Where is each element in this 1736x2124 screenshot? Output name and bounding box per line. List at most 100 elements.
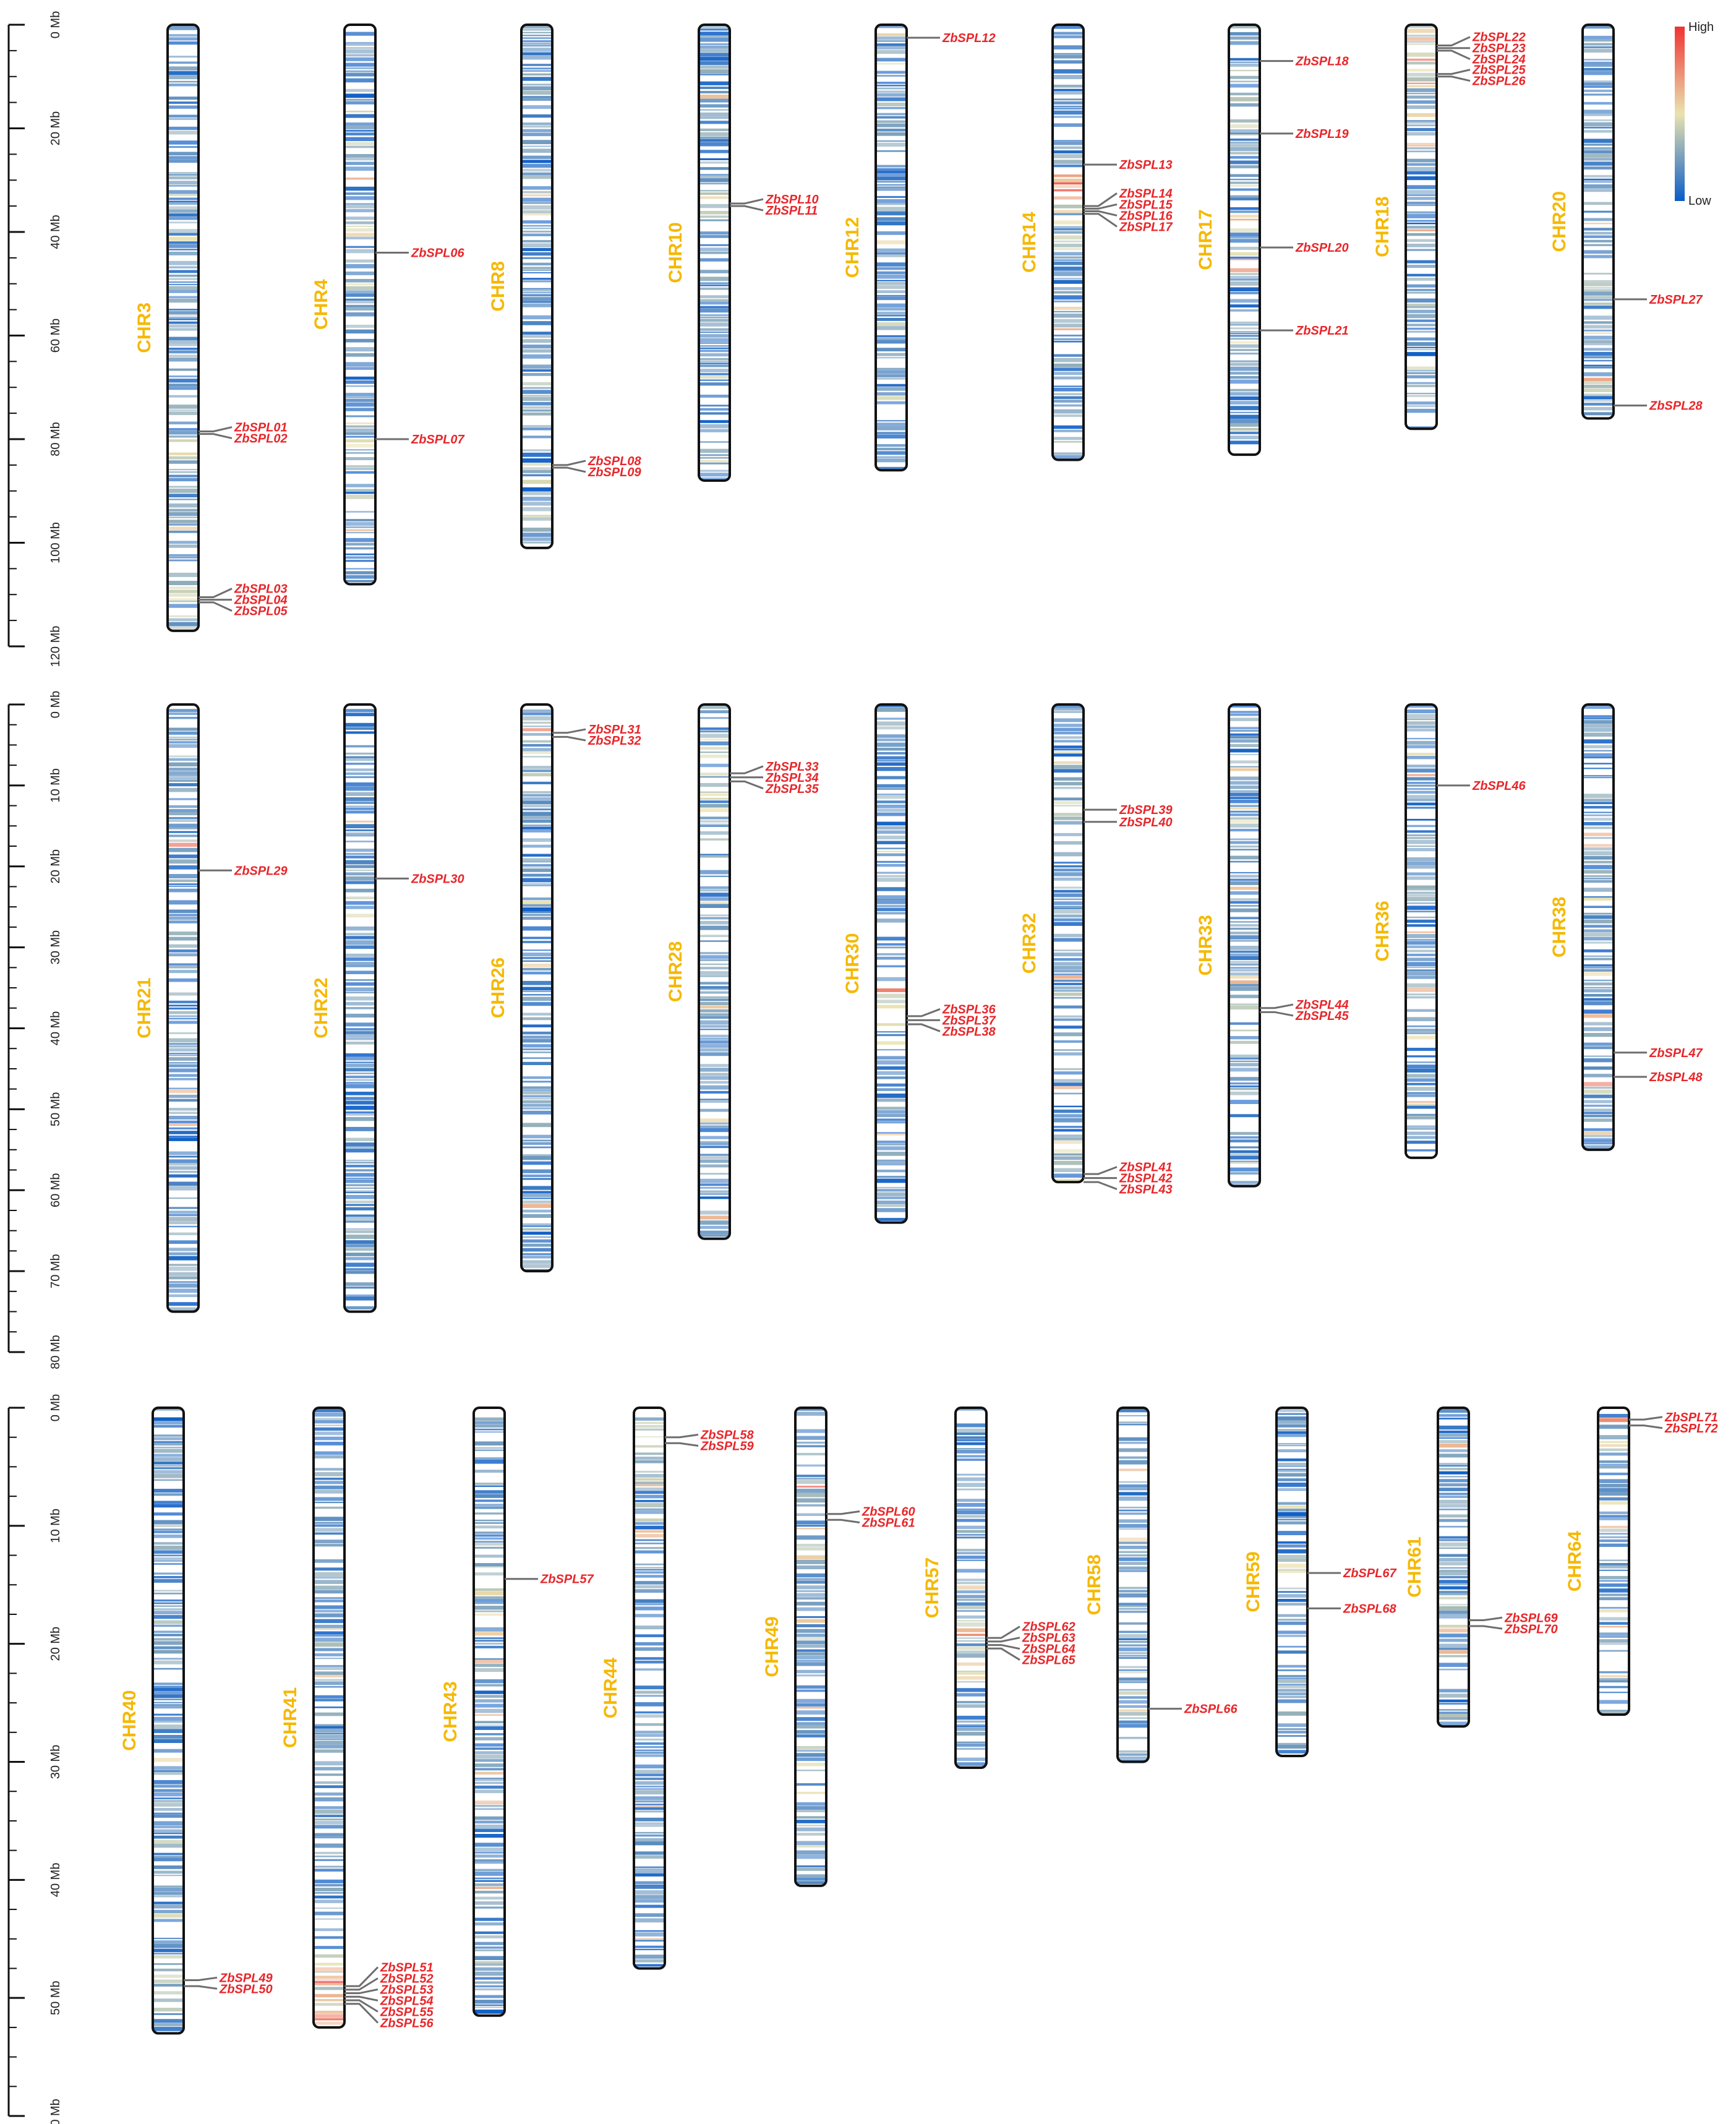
gene-density-stripes [876, 706, 907, 1223]
gene-label-zbspl71: ZbSPL71 [1664, 1411, 1718, 1424]
gene-label-zbspl33: ZbSPL33 [765, 760, 819, 774]
gene-density-stripes [344, 32, 375, 585]
chromosome-chr22: CHR22 ZbSPL30 [311, 703, 464, 1313]
chromosome-chr59: CHR59 ZbSPL67 ZbSPL68 [1243, 1407, 1396, 1757]
chromosome-label: CHR43 [440, 1681, 461, 1742]
gene-label-zbspl24: ZbSPL24 [1472, 53, 1526, 67]
chromosome-label: CHR12 [842, 217, 863, 278]
gene-label-zbspl65: ZbSPL65 [1022, 1654, 1075, 1668]
gene-density-stripes [521, 26, 552, 548]
chromosome-label: CHR33 [1195, 915, 1216, 975]
chromosome-label: CHR49 [762, 1616, 782, 1677]
chromosome-body [1118, 1408, 1148, 1762]
gene-label-zbspl20: ZbSPL20 [1295, 241, 1349, 255]
density-legend: High Low [1675, 20, 1714, 208]
chromosome-outline [343, 24, 377, 586]
gene-label-zbspl69: ZbSPL69 [1504, 1611, 1558, 1625]
gene-connector [1084, 192, 1118, 207]
gene-density-stripes [1276, 1409, 1307, 1754]
axis-tick-label: 50 Mb [49, 1981, 62, 2015]
axis-tick-label: 20 Mb [49, 111, 62, 146]
gene-connector [1260, 1003, 1294, 1009]
gene-label-zbspl02: ZbSPL02 [234, 432, 288, 446]
chromosome-outline [1581, 703, 1615, 1151]
chromosome-outline [698, 24, 731, 482]
chromosome-label: CHR14 [1019, 212, 1040, 273]
gene-label-zbspl45: ZbSPL45 [1295, 1009, 1349, 1023]
axis-tick-label: 40 Mb [49, 1863, 62, 1898]
chromosome-outline [312, 1407, 346, 2029]
gene-density-stripes [168, 709, 199, 1311]
chromosome-outline [166, 24, 200, 632]
gene-connector [1437, 69, 1471, 75]
gene-connector [344, 1977, 378, 1991]
gene-connector [1084, 203, 1118, 210]
gene-connector [199, 588, 233, 598]
gene-label-zbspl01: ZbSPL01 [234, 421, 288, 435]
chromosome-label: CHR4 [311, 279, 331, 330]
chromosome-chr20: CHR20 ZbSPL27 ZbSPL28 [1549, 24, 1703, 420]
axis-tick-label: 0 Mb [49, 1394, 62, 1421]
gene-label-zbspl58: ZbSPL58 [700, 1428, 754, 1442]
gene-connector [199, 426, 233, 432]
axis-tick-label: 0 Mb [49, 11, 62, 38]
gene-label-zbspl52: ZbSPL52 [380, 1972, 434, 1985]
gene-label-zbspl47: ZbSPL47 [1649, 1047, 1703, 1060]
chromosome-chr17: CHR17 ZbSPL18 ZbSPL19 ZbSPL20 ZbSPL21 [1195, 24, 1349, 456]
gene-label-zbspl57: ZbSPL57 [540, 1573, 594, 1587]
chromosome-label: CHR20 [1549, 191, 1570, 252]
gene-density-stripes [1229, 26, 1260, 455]
gene-label-zbspl18: ZbSPL18 [1295, 55, 1349, 69]
axis-tick-label: 100 Mb [49, 522, 62, 563]
gene-label-zbspl25: ZbSPL25 [1472, 64, 1526, 77]
chromosome-label: CHR32 [1019, 913, 1040, 974]
axis-tick-label: 0 Mb [49, 691, 62, 718]
gene-connector [344, 1988, 378, 1995]
chromosome-label: CHR59 [1243, 1551, 1264, 1612]
chromosome-outline [1228, 24, 1261, 456]
gene-label-zbspl37: ZbSPL37 [942, 1014, 996, 1027]
gene-label-zbspl13: ZbSPL13 [1119, 158, 1173, 172]
chromosome-body [876, 25, 907, 471]
gene-label-zbspl35: ZbSPL35 [765, 782, 819, 796]
chromosome-chr41: CHR41 ZbSPL51ZbSPL52ZbSPL53ZbSPL54ZbSPL55… [280, 1407, 434, 2030]
chromosome-label: CHR21 [134, 978, 155, 1038]
gene-connector [665, 1442, 699, 1447]
gene-label-zbspl31: ZbSPL31 [588, 723, 641, 737]
axis-tick-label: 40 Mb [49, 215, 62, 249]
gene-density-stripes [699, 26, 730, 480]
gene-connector [199, 433, 233, 439]
gene-label-zbspl70: ZbSPL70 [1504, 1622, 1558, 1636]
chromosome-chr4: CHR4 ZbSPL06 ZbSPL07 [311, 24, 464, 586]
axis-tick-label: 40 Mb [49, 1011, 62, 1046]
gene-label-zbspl51: ZbSPL51 [380, 1961, 434, 1974]
axis-tick-label: 10 Mb [49, 1509, 62, 1543]
chromosome-outline [1051, 703, 1085, 1184]
chromosome-outline [698, 703, 731, 1240]
gene-label-zbspl44: ZbSPL44 [1295, 998, 1349, 1012]
gene-label-zbspl06: ZbSPL06 [411, 247, 464, 260]
axis-tick-label: 10 Mb [49, 768, 62, 803]
chromosome-chr58: CHR58 ZbSPL66 [1084, 1407, 1238, 1763]
gene-label-zbspl28: ZbSPL28 [1649, 400, 1703, 413]
gene-connector [730, 205, 764, 212]
chromosome-outline [343, 703, 377, 1313]
gene-connector [552, 466, 586, 473]
gene-density-stripes [699, 706, 730, 1239]
gene-connector [1437, 49, 1471, 61]
chromosome-chr21: CHR21 ZbSPL29 [134, 703, 288, 1313]
gene-density-stripes [795, 1409, 826, 1886]
chromosome-outline [1405, 24, 1438, 430]
chromosome-body [344, 25, 375, 585]
chromosome-outline [166, 703, 200, 1313]
gene-label-zbspl67: ZbSPL67 [1343, 1567, 1396, 1580]
